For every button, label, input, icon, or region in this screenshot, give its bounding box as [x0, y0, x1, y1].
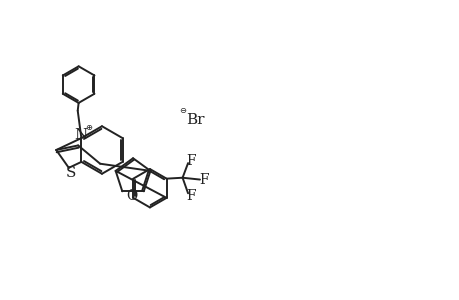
Text: Br: Br: [186, 113, 205, 127]
Text: F: F: [199, 172, 208, 187]
Text: F: F: [186, 190, 196, 203]
Text: N: N: [74, 128, 88, 142]
Text: ⊕: ⊕: [85, 123, 92, 132]
Text: F: F: [186, 154, 196, 168]
Text: ⊖: ⊖: [179, 106, 186, 115]
Text: S: S: [65, 166, 76, 180]
Text: O: O: [126, 189, 137, 203]
